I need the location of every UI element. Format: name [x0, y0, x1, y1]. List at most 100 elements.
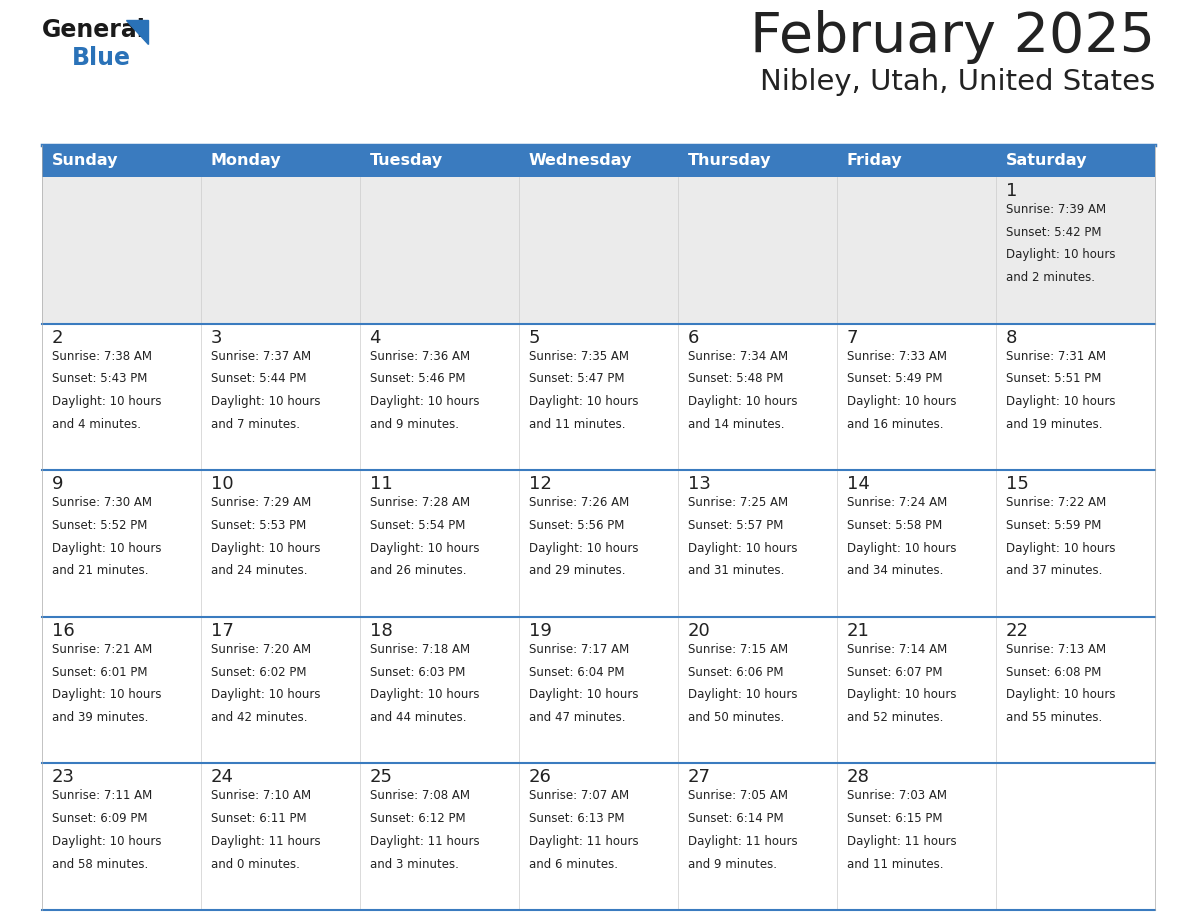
Text: and 37 minutes.: and 37 minutes. — [1005, 565, 1102, 577]
Text: Daylight: 10 hours: Daylight: 10 hours — [688, 542, 797, 554]
Text: Daylight: 11 hours: Daylight: 11 hours — [847, 834, 956, 848]
Text: and 47 minutes.: and 47 minutes. — [529, 711, 625, 724]
Text: Tuesday: Tuesday — [369, 153, 443, 169]
Text: and 52 minutes.: and 52 minutes. — [847, 711, 943, 724]
Text: and 29 minutes.: and 29 minutes. — [529, 565, 625, 577]
Text: and 11 minutes.: and 11 minutes. — [529, 418, 625, 431]
Text: Sunset: 5:48 PM: Sunset: 5:48 PM — [688, 373, 783, 386]
Text: February 2025: February 2025 — [750, 10, 1155, 64]
Text: Friday: Friday — [847, 153, 902, 169]
Text: Sunset: 6:07 PM: Sunset: 6:07 PM — [847, 666, 942, 678]
Text: Daylight: 10 hours: Daylight: 10 hours — [1005, 249, 1116, 262]
Text: Sunset: 6:06 PM: Sunset: 6:06 PM — [688, 666, 783, 678]
Text: 23: 23 — [51, 768, 75, 787]
Text: and 39 minutes.: and 39 minutes. — [51, 711, 148, 724]
Text: Thursday: Thursday — [688, 153, 771, 169]
Text: Daylight: 10 hours: Daylight: 10 hours — [847, 395, 956, 408]
Text: 12: 12 — [529, 476, 551, 493]
Text: 6: 6 — [688, 329, 699, 347]
Text: 15: 15 — [1005, 476, 1029, 493]
Text: 20: 20 — [688, 621, 710, 640]
Text: Sunset: 6:13 PM: Sunset: 6:13 PM — [529, 812, 624, 825]
Text: Sunrise: 7:31 AM: Sunrise: 7:31 AM — [1005, 350, 1106, 363]
Text: Daylight: 10 hours: Daylight: 10 hours — [529, 688, 638, 701]
Text: 4: 4 — [369, 329, 381, 347]
Text: Daylight: 10 hours: Daylight: 10 hours — [847, 542, 956, 554]
Text: Daylight: 10 hours: Daylight: 10 hours — [51, 834, 162, 848]
Text: Daylight: 10 hours: Daylight: 10 hours — [529, 542, 638, 554]
Text: Daylight: 10 hours: Daylight: 10 hours — [529, 395, 638, 408]
Text: Daylight: 10 hours: Daylight: 10 hours — [847, 688, 956, 701]
Text: Sunrise: 7:26 AM: Sunrise: 7:26 AM — [529, 497, 628, 509]
Text: Monday: Monday — [210, 153, 282, 169]
Polygon shape — [126, 20, 148, 44]
Text: Sunrise: 7:38 AM: Sunrise: 7:38 AM — [51, 350, 152, 363]
Bar — [42, 470, 1155, 617]
Text: and 9 minutes.: and 9 minutes. — [369, 418, 459, 431]
Text: Sunrise: 7:35 AM: Sunrise: 7:35 AM — [529, 350, 628, 363]
Text: and 19 minutes.: and 19 minutes. — [1005, 418, 1102, 431]
Text: Wednesday: Wednesday — [529, 153, 632, 169]
Text: 19: 19 — [529, 621, 551, 640]
Text: 10: 10 — [210, 476, 233, 493]
Text: Daylight: 10 hours: Daylight: 10 hours — [210, 395, 320, 408]
Text: Daylight: 10 hours: Daylight: 10 hours — [1005, 688, 1116, 701]
Text: 25: 25 — [369, 768, 392, 787]
Text: 1: 1 — [1005, 182, 1017, 200]
Text: 8: 8 — [1005, 329, 1017, 347]
Text: 27: 27 — [688, 768, 710, 787]
Text: Daylight: 10 hours: Daylight: 10 hours — [1005, 395, 1116, 408]
Text: Daylight: 11 hours: Daylight: 11 hours — [210, 834, 320, 848]
Text: Sunset: 5:42 PM: Sunset: 5:42 PM — [1005, 226, 1101, 239]
Text: 17: 17 — [210, 621, 233, 640]
Text: Blue: Blue — [72, 46, 131, 70]
Text: Sunset: 5:56 PM: Sunset: 5:56 PM — [529, 519, 624, 532]
Text: and 0 minutes.: and 0 minutes. — [210, 857, 299, 870]
Text: Daylight: 11 hours: Daylight: 11 hours — [529, 834, 638, 848]
Text: and 2 minutes.: and 2 minutes. — [1005, 271, 1094, 285]
Text: and 44 minutes.: and 44 minutes. — [369, 711, 466, 724]
Text: 16: 16 — [51, 621, 75, 640]
Text: and 58 minutes.: and 58 minutes. — [51, 857, 147, 870]
Text: Daylight: 10 hours: Daylight: 10 hours — [369, 395, 479, 408]
Bar — [42, 177, 1155, 324]
Text: Daylight: 10 hours: Daylight: 10 hours — [51, 395, 162, 408]
Text: Daylight: 10 hours: Daylight: 10 hours — [210, 542, 320, 554]
Text: and 42 minutes.: and 42 minutes. — [210, 711, 307, 724]
Text: Sunrise: 7:24 AM: Sunrise: 7:24 AM — [847, 497, 947, 509]
Text: and 50 minutes.: and 50 minutes. — [688, 711, 784, 724]
Text: 2: 2 — [51, 329, 63, 347]
Text: Sunset: 5:43 PM: Sunset: 5:43 PM — [51, 373, 147, 386]
Text: Nibley, Utah, United States: Nibley, Utah, United States — [760, 68, 1155, 96]
Text: Sunrise: 7:36 AM: Sunrise: 7:36 AM — [369, 350, 469, 363]
Text: Sunrise: 7:10 AM: Sunrise: 7:10 AM — [210, 789, 311, 802]
Text: and 26 minutes.: and 26 minutes. — [369, 565, 466, 577]
Text: Sunrise: 7:15 AM: Sunrise: 7:15 AM — [688, 643, 788, 655]
Text: 9: 9 — [51, 476, 63, 493]
Text: 7: 7 — [847, 329, 858, 347]
Text: and 16 minutes.: and 16 minutes. — [847, 418, 943, 431]
Text: Daylight: 11 hours: Daylight: 11 hours — [369, 834, 479, 848]
Text: 21: 21 — [847, 621, 870, 640]
Text: 22: 22 — [1005, 621, 1029, 640]
Bar — [42, 324, 1155, 470]
Text: and 9 minutes.: and 9 minutes. — [688, 857, 777, 870]
Bar — [42, 764, 1155, 910]
Text: Sunrise: 7:25 AM: Sunrise: 7:25 AM — [688, 497, 788, 509]
Text: Sunrise: 7:13 AM: Sunrise: 7:13 AM — [1005, 643, 1106, 655]
Text: and 4 minutes.: and 4 minutes. — [51, 418, 140, 431]
Text: Sunset: 5:44 PM: Sunset: 5:44 PM — [210, 373, 307, 386]
Text: Daylight: 10 hours: Daylight: 10 hours — [688, 688, 797, 701]
Text: Sunrise: 7:39 AM: Sunrise: 7:39 AM — [1005, 203, 1106, 216]
Text: Sunset: 6:04 PM: Sunset: 6:04 PM — [529, 666, 624, 678]
Text: Sunset: 5:46 PM: Sunset: 5:46 PM — [369, 373, 465, 386]
Bar — [42, 145, 1155, 177]
Text: Sunset: 6:11 PM: Sunset: 6:11 PM — [210, 812, 307, 825]
Text: Sunset: 6:15 PM: Sunset: 6:15 PM — [847, 812, 942, 825]
Text: Sunrise: 7:17 AM: Sunrise: 7:17 AM — [529, 643, 628, 655]
Text: Sunrise: 7:18 AM: Sunrise: 7:18 AM — [369, 643, 469, 655]
Text: Sunrise: 7:33 AM: Sunrise: 7:33 AM — [847, 350, 947, 363]
Text: Sunset: 5:52 PM: Sunset: 5:52 PM — [51, 519, 147, 532]
Text: Daylight: 10 hours: Daylight: 10 hours — [1005, 542, 1116, 554]
Text: Sunset: 6:02 PM: Sunset: 6:02 PM — [210, 666, 307, 678]
